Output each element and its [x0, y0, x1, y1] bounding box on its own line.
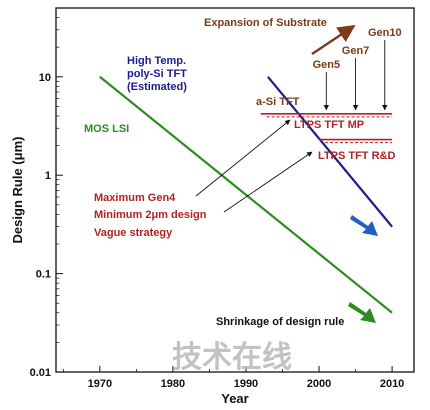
generation-label: Gen10	[368, 27, 402, 39]
a-si-tft-label: a-Si TFT	[256, 96, 300, 108]
y-tick-label: 0.1	[36, 269, 51, 281]
strategy-line1: Maximum Gen4	[94, 192, 176, 204]
generation-label: Gen5	[313, 59, 341, 71]
high-temp-label-line3: (Estimated)	[127, 81, 187, 93]
ltps-rd-label: LTPS TFT R&D	[318, 150, 395, 162]
y-tick-label: 1	[45, 170, 51, 182]
x-tick-label: 1970	[88, 378, 112, 390]
series-line	[99, 75, 393, 314]
y-axis-ticks: 10 1 0.1 0.01	[30, 7, 63, 379]
shrinkage-label: Shrinkage of design rule	[216, 316, 344, 328]
y-axis-title: Design Rule (μm)	[10, 137, 25, 244]
strategy-line2: Minimum 2μm design	[94, 209, 207, 221]
x-tick-label: 1990	[234, 378, 258, 390]
x-tick-label: 2010	[380, 378, 404, 390]
y-tick-label: 0.01	[30, 367, 51, 379]
expansion-arrow	[311, 24, 356, 56]
generation-label: Gen7	[342, 45, 370, 57]
x-tick-label: 2000	[307, 378, 331, 390]
expansion-of-substrate-label: Expansion of Substrate	[204, 17, 327, 29]
watermark-text: 技术在线	[172, 340, 292, 375]
high-temp-trend-arrow	[350, 215, 378, 236]
range-layer	[260, 113, 393, 144]
mos-trend-arrow	[348, 302, 376, 323]
x-tick-label: 1980	[161, 378, 185, 390]
high-temp-label-line1: High Temp.	[127, 55, 186, 67]
ltps-mp-label: LTPS TFT MP	[294, 119, 364, 131]
mos-lsi-label: MOS LSI	[84, 123, 129, 135]
x-axis-title: Year	[221, 391, 248, 406]
plot-frame	[55, 7, 415, 373]
strategy-pointer-rd	[223, 151, 313, 213]
strategy-pointer-mp	[195, 119, 291, 197]
x-axis-ticks: 1970 1980 1990 2000 2010	[62, 366, 404, 390]
y-tick-label: 10	[39, 72, 51, 84]
strategy-line3: Vague strategy	[94, 227, 173, 239]
series-layer	[99, 75, 393, 314]
series-line	[267, 76, 393, 228]
high-temp-label-line2: poly-Si TFT	[127, 68, 187, 80]
